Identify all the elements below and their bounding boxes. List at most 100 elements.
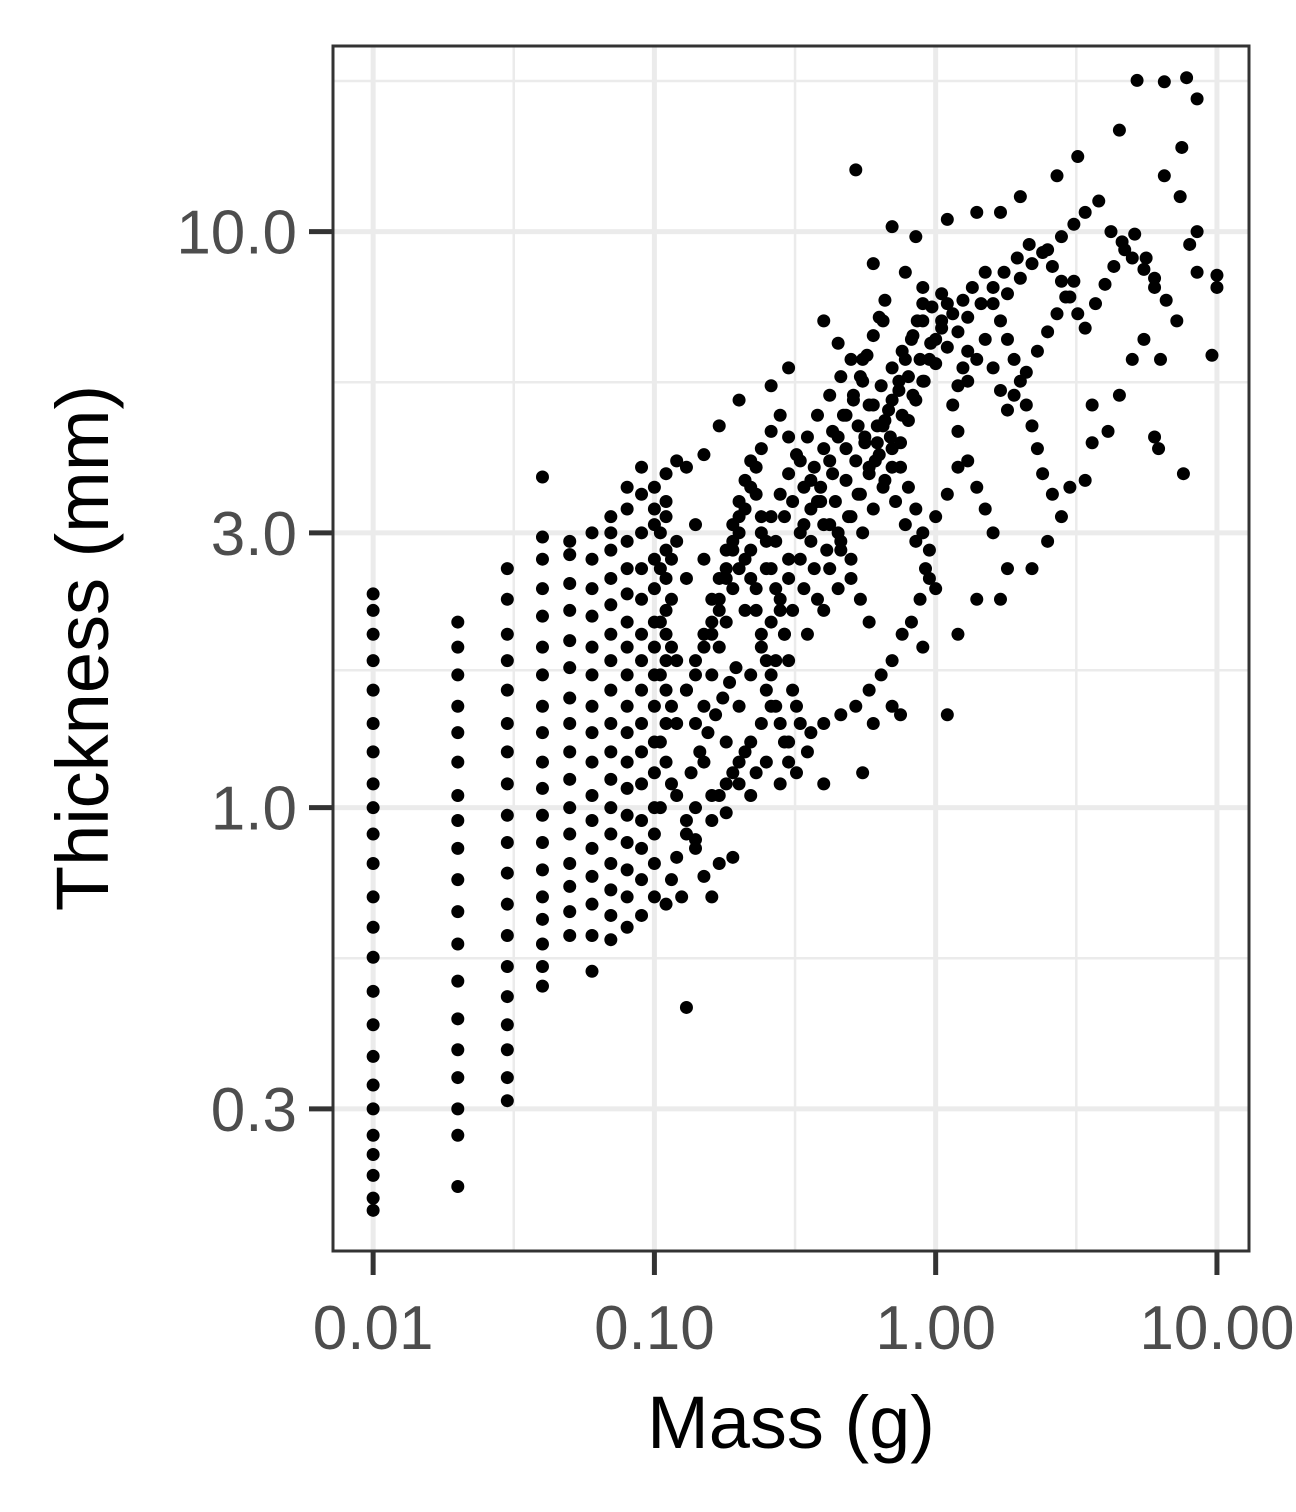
data-point	[1088, 297, 1102, 311]
data-point	[712, 788, 726, 802]
data-point	[895, 344, 909, 358]
data-point	[970, 352, 984, 366]
data-point	[647, 699, 661, 713]
data-point	[940, 340, 954, 354]
data-point	[800, 627, 814, 641]
data-point	[866, 257, 880, 271]
data-point	[366, 1102, 380, 1116]
data-point	[1098, 277, 1112, 291]
data-point	[800, 745, 814, 759]
data-point	[834, 370, 848, 384]
data-point	[946, 398, 960, 412]
data-point	[620, 755, 634, 769]
data-point	[764, 424, 778, 438]
data-point	[585, 526, 599, 540]
data-point	[535, 668, 549, 682]
data-point	[712, 603, 726, 617]
data-point	[697, 627, 711, 641]
data-point	[689, 668, 703, 682]
data-point	[1148, 271, 1162, 285]
data-point	[846, 388, 860, 402]
data-point	[965, 280, 979, 294]
data-point	[653, 801, 667, 815]
data-point	[1176, 467, 1190, 481]
data-point	[604, 801, 618, 815]
data-point	[604, 772, 618, 786]
data-point	[689, 654, 703, 668]
data-point	[620, 836, 634, 850]
data-point	[500, 562, 514, 576]
data-point	[726, 582, 740, 596]
data-point	[585, 869, 599, 883]
data-point	[885, 393, 899, 407]
data-point	[895, 627, 909, 641]
data-point	[913, 352, 927, 366]
data-point	[659, 510, 673, 524]
data-point	[961, 454, 975, 468]
data-point	[1205, 348, 1219, 362]
data-point	[913, 592, 927, 606]
data-point	[782, 654, 796, 668]
data-point	[647, 640, 661, 654]
data-point	[620, 640, 634, 654]
data-point	[366, 1049, 380, 1063]
data-point	[604, 571, 618, 585]
data-point	[807, 460, 821, 474]
data-points	[366, 71, 1224, 1217]
data-point	[951, 325, 965, 339]
data-point	[1045, 487, 1059, 501]
data-point	[366, 1128, 380, 1142]
y-axis-title: Thickness (mm)	[41, 385, 124, 911]
data-point	[773, 603, 787, 617]
data-point	[759, 755, 773, 769]
data-point	[500, 928, 514, 942]
data-point	[935, 287, 949, 301]
data-point	[810, 495, 824, 509]
data-point	[635, 908, 649, 922]
data-point	[719, 806, 733, 820]
data-point	[807, 562, 821, 576]
data-point	[1148, 430, 1162, 444]
data-point	[769, 654, 783, 668]
data-point	[1013, 190, 1027, 204]
data-point	[804, 726, 818, 740]
data-point	[670, 850, 684, 864]
data-point	[563, 928, 577, 942]
data-point	[500, 897, 514, 911]
data-point	[451, 668, 465, 682]
data-point	[535, 836, 549, 850]
data-point	[738, 473, 752, 487]
data-point	[754, 717, 768, 731]
data-point	[831, 430, 845, 444]
data-point	[535, 808, 549, 822]
data-point	[451, 1012, 465, 1026]
data-point	[961, 374, 975, 388]
data-point	[874, 379, 888, 393]
data-point	[793, 717, 807, 731]
data-point	[1173, 190, 1187, 204]
data-point	[909, 393, 923, 407]
data-point	[1063, 480, 1077, 494]
data-point	[635, 654, 649, 668]
data-point	[563, 772, 577, 786]
data-point	[777, 627, 791, 641]
data-point	[764, 699, 778, 713]
data-point	[844, 552, 858, 566]
data-point	[585, 609, 599, 623]
data-point	[1050, 307, 1064, 321]
data-point	[1000, 332, 1014, 346]
data-point	[916, 314, 930, 328]
data-point	[705, 814, 719, 828]
data-point	[563, 879, 577, 893]
data-point	[585, 788, 599, 802]
data-point	[1137, 332, 1151, 346]
data-point	[647, 890, 661, 904]
data-point	[744, 571, 758, 585]
data-point	[563, 661, 577, 675]
data-point	[1190, 225, 1204, 239]
data-point	[922, 571, 936, 585]
data-point	[862, 460, 876, 474]
data-point	[773, 408, 787, 422]
data-point	[759, 683, 773, 697]
data-point	[940, 487, 954, 501]
